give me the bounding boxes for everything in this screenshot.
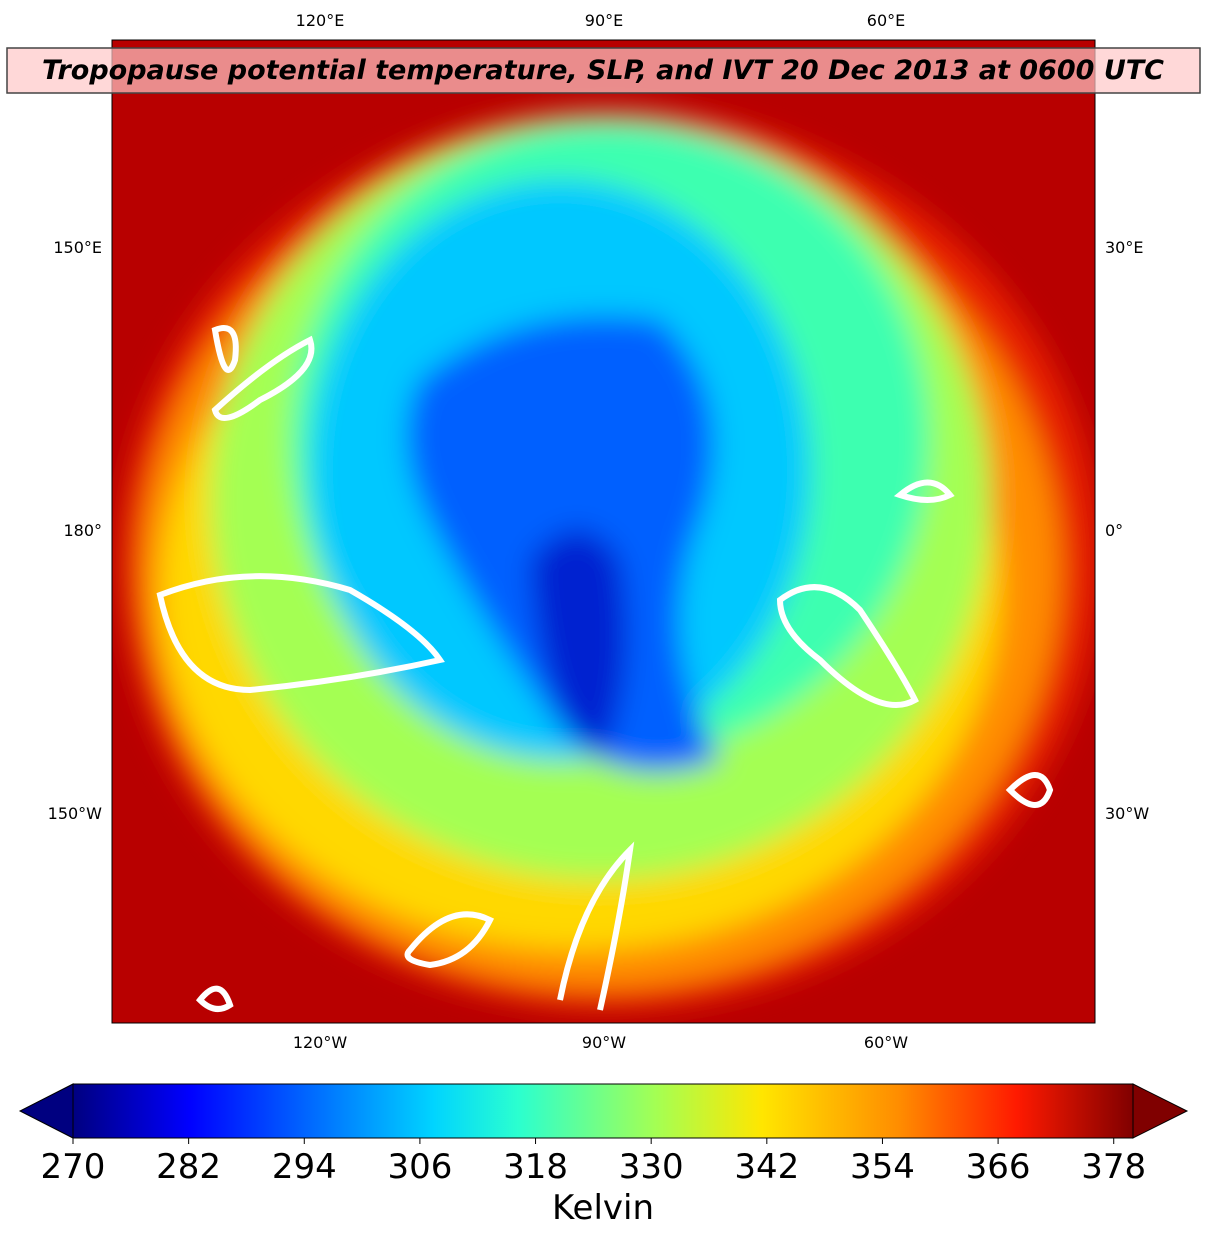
lon-label: 60°W — [864, 1033, 908, 1052]
colorbar-tick-label: 342 — [734, 1147, 799, 1187]
lon-label: 90°W — [582, 1033, 626, 1052]
colorbar-extension — [18, 1083, 74, 1139]
colorbar-extension — [1132, 1083, 1189, 1139]
lon-label: 150°W — [48, 804, 103, 823]
colorbar-tick-label: 306 — [387, 1147, 452, 1187]
colorbar-label: Kelvin — [552, 1188, 654, 1228]
colorbar-tick-label: 378 — [1081, 1147, 1146, 1187]
map-field — [112, 40, 1095, 1023]
lon-label: 60°E — [867, 11, 905, 30]
colorbar-tick-label: 318 — [503, 1147, 568, 1187]
map-frame — [111, 39, 1096, 1024]
lon-label: 180° — [63, 521, 102, 540]
lon-label: 30°E — [1105, 238, 1143, 257]
colorbar: 270 282 294 306 318 330 342 354 366 378 — [18, 1083, 1189, 1187]
title-box — [6, 47, 1201, 94]
colorbar-tick-label: 282 — [156, 1147, 221, 1187]
lon-label: 120°W — [293, 1033, 348, 1052]
lon-label: 120°E — [296, 11, 345, 30]
colorbar-tick-label: 270 — [41, 1147, 106, 1187]
colorbar-tick-label: 366 — [966, 1147, 1031, 1187]
lon-label: 0° — [1105, 521, 1123, 540]
lon-label: 90°E — [585, 11, 623, 30]
lon-label: 150°E — [53, 238, 102, 257]
title: Tropopause potential temperature, SLP, a… — [42, 55, 1164, 86]
lon-label: 30°W — [1105, 804, 1149, 823]
colorbar-tick-label: 294 — [272, 1147, 337, 1187]
colorbar-tick-label: 330 — [619, 1147, 684, 1187]
colorbar-tick-label: 354 — [850, 1147, 915, 1187]
colorbar-bar — [72, 1083, 1134, 1139]
